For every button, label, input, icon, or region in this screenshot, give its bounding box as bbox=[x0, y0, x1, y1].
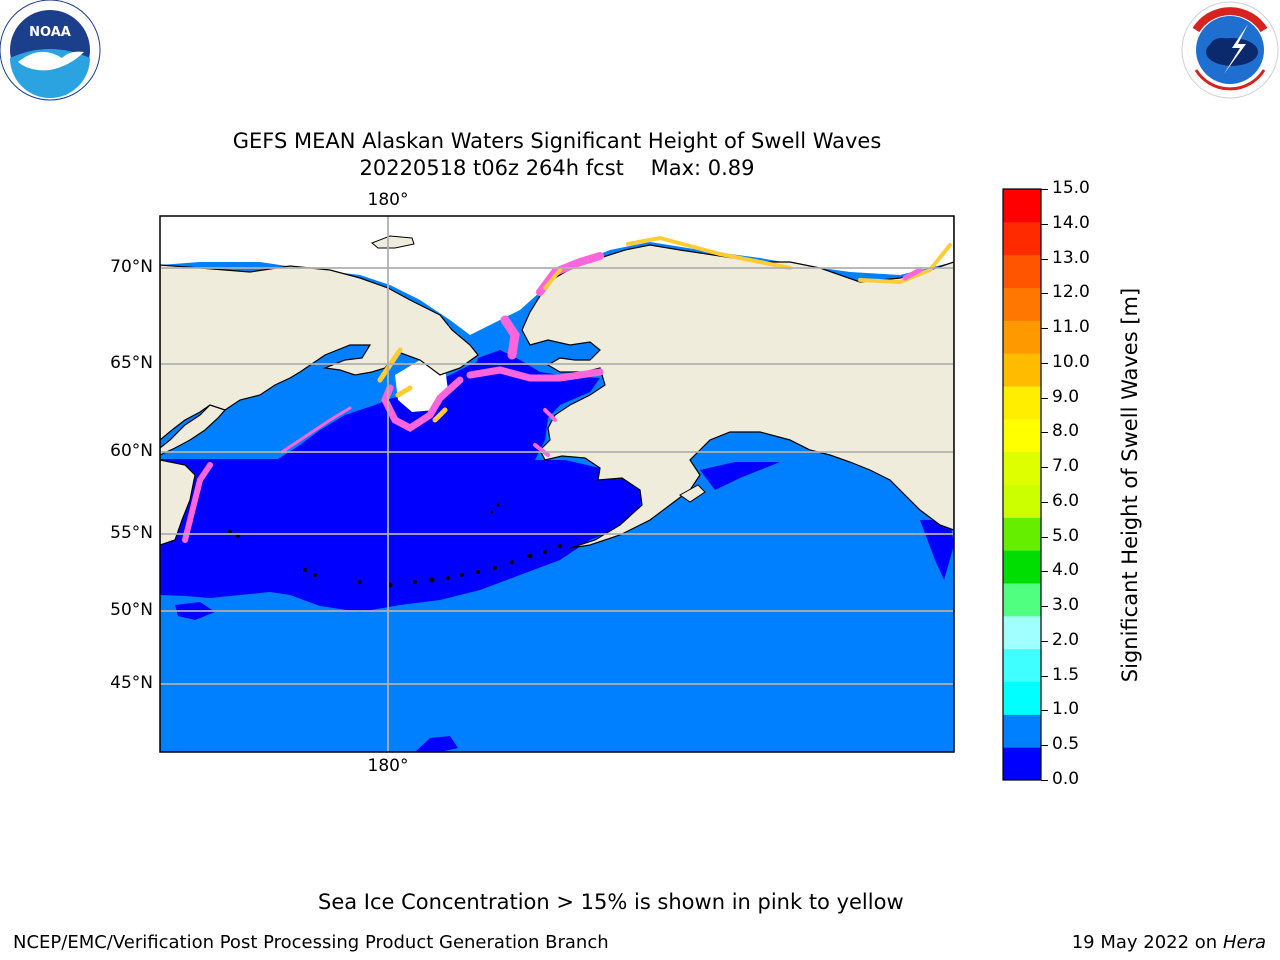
colorbar-bin-1.5-2.0 bbox=[1003, 648, 1041, 682]
colorbar-tick-mark bbox=[1041, 710, 1048, 712]
colorbar-tick-label: 4.0 bbox=[1052, 560, 1080, 581]
colorbar-tick-mark bbox=[1041, 223, 1048, 225]
ocean-low-patch bbox=[415, 736, 458, 752]
lon-label-bottom: 180° bbox=[367, 756, 409, 776]
ocean-low-patch bbox=[700, 462, 780, 490]
colorbar-tick-mark bbox=[1041, 293, 1048, 295]
colorbar-tick-label: 8.0 bbox=[1052, 421, 1080, 442]
colorbar-tick-label: 3.0 bbox=[1052, 595, 1080, 616]
colorbar-bin-4.0-5.0 bbox=[1003, 550, 1041, 584]
colorbar-tick-label: 7.0 bbox=[1052, 456, 1080, 477]
lat-label-50: 50°N bbox=[110, 600, 153, 620]
colorbar-tick-mark bbox=[1041, 675, 1048, 677]
land-kamchatka-peninsula bbox=[160, 459, 196, 546]
sea-ice-edge bbox=[182, 235, 952, 543]
colorbar-tick-mark bbox=[1041, 536, 1048, 538]
land-chukotka bbox=[160, 264, 479, 441]
noaa-logo: NOAA bbox=[0, 0, 101, 101]
colorbar-tick-label: 9.0 bbox=[1052, 386, 1080, 407]
colorbar-tick-label: 14.0 bbox=[1052, 212, 1090, 233]
footer-credit: NCEP/EMC/Verification Post Processing Pr… bbox=[13, 932, 609, 953]
colorbar-tick-mark bbox=[1041, 745, 1048, 747]
lon-label-top: 180° bbox=[367, 190, 409, 210]
colorbar-tick-label: 11.0 bbox=[1052, 317, 1090, 338]
plot-subtitle: 20220518 t06z 264h fcst Max: 0.89 bbox=[359, 156, 755, 180]
colorbar-bin-5.0-6.0 bbox=[1003, 517, 1041, 551]
colorbar-tick-mark bbox=[1041, 640, 1048, 642]
colorbar-tick-mark bbox=[1041, 328, 1048, 330]
colorbar-bin-2.0-3.0 bbox=[1003, 615, 1041, 650]
land-alaska bbox=[521, 216, 954, 549]
colorbar-tick-label: 10.0 bbox=[1052, 351, 1090, 372]
colorbar-title: Significant Height of Swell Waves [m] bbox=[1118, 287, 1142, 683]
colorbar-tick-mark bbox=[1041, 258, 1048, 260]
colorbar-tick-mark bbox=[1041, 397, 1048, 399]
colorbar-bin-0.0-0.5 bbox=[1003, 747, 1041, 781]
colorbar-bin-1.0-1.5 bbox=[1003, 681, 1041, 715]
colorbar-tick-mark bbox=[1041, 780, 1048, 781]
ocean-low-bering bbox=[160, 352, 642, 612]
colorbar-tick-label: 6.0 bbox=[1052, 490, 1080, 511]
ice-patch bbox=[395, 360, 448, 412]
colorbar-tick-label: 1.0 bbox=[1052, 699, 1080, 720]
lat-label-60: 60°N bbox=[110, 441, 153, 461]
footer-date-text: 19 May 2022 on bbox=[1071, 932, 1218, 953]
footer-date: 19 May 2022 on Hera bbox=[1072, 932, 1266, 953]
lat-label-45: 45°N bbox=[110, 673, 153, 693]
colorbar-bin-0.5-1.0 bbox=[1003, 714, 1041, 748]
colorbar-bin-11.0-12.0 bbox=[1003, 320, 1041, 354]
arctic-ice bbox=[160, 216, 954, 335]
colorbar-bin-12.0-13.0 bbox=[1003, 287, 1041, 321]
wrangel-island bbox=[371, 235, 415, 249]
map-frame bbox=[159, 215, 955, 753]
colorbar-tick-label: 1.5 bbox=[1052, 664, 1080, 685]
colorbar-bin-9.0-10.0 bbox=[1003, 386, 1041, 420]
map-gridlines bbox=[160, 216, 954, 752]
colorbar-tick-mark bbox=[1041, 362, 1048, 364]
colorbar-frame bbox=[1002, 188, 1042, 781]
ice-note: Sea Ice Concentration > 15% is shown in … bbox=[318, 890, 904, 914]
colorbar-tick-mark bbox=[1041, 501, 1048, 503]
colorbar bbox=[1003, 189, 1041, 781]
colorbar-tick-label: 12.0 bbox=[1052, 282, 1090, 303]
land-kamchatka bbox=[160, 404, 227, 456]
colorbar-tick-label: 13.0 bbox=[1052, 247, 1090, 268]
lat-label-65: 65°N bbox=[110, 353, 153, 373]
colorbar-tick-mark bbox=[1041, 606, 1048, 608]
lat-label-55: 55°N bbox=[110, 523, 153, 543]
colorbar-tick-mark bbox=[1041, 189, 1048, 190]
noaa-logo-text: NOAA bbox=[29, 25, 71, 40]
colorbar-bin-3.0-4.0 bbox=[1003, 583, 1041, 617]
colorbar-bin->15.0 bbox=[1003, 189, 1041, 223]
colorbar-tick-mark bbox=[1041, 467, 1048, 469]
kodiak-island bbox=[679, 484, 706, 503]
lat-label-70: 70°N bbox=[110, 257, 153, 277]
colorbar-bin-14.0-15.0 bbox=[1003, 221, 1041, 256]
colorbar-tick-label: 15.0 bbox=[1052, 178, 1090, 198]
colorbar-bin-8.0-9.0 bbox=[1003, 418, 1041, 453]
colorbar-tick-mark bbox=[1041, 571, 1048, 573]
colorbar-tick-label: 0.5 bbox=[1052, 734, 1080, 755]
colorbar-tick-label: 0.0 bbox=[1052, 769, 1080, 789]
colorbar-tick-mark bbox=[1041, 432, 1048, 434]
footer-machine: Hera bbox=[1222, 932, 1266, 953]
colorbar-bin-10.0-11.0 bbox=[1003, 353, 1041, 387]
colorbar-bin-13.0-14.0 bbox=[1003, 254, 1041, 288]
colorbar-bin-6.0-7.0 bbox=[1003, 484, 1041, 518]
map-area bbox=[160, 216, 954, 752]
colorbar-bin-7.0-8.0 bbox=[1003, 451, 1041, 485]
colorbar-tick-label: 5.0 bbox=[1052, 525, 1080, 546]
plot-title: GEFS MEAN Alaskan Waters Significant Hei… bbox=[232, 129, 882, 153]
ocean-low-patch bbox=[920, 520, 954, 580]
nws-logo bbox=[1181, 1, 1279, 99]
colorbar-tick-label: 2.0 bbox=[1052, 629, 1080, 650]
